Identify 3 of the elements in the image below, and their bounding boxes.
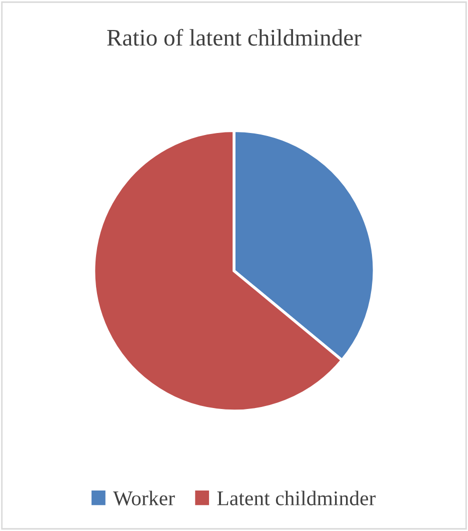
chart-title: Ratio of latent childminder <box>107 28 362 46</box>
legend-label: Latent childminder <box>217 490 376 506</box>
legend-label: Worker <box>113 490 175 506</box>
